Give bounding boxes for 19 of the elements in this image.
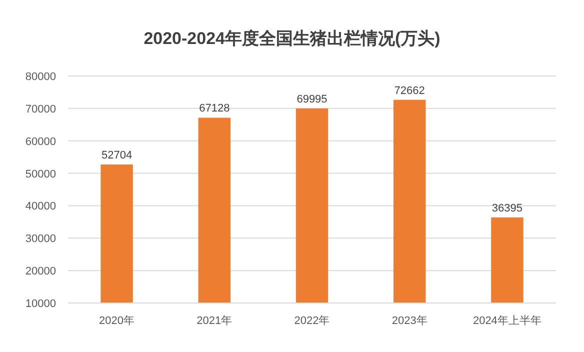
data-label: 52704	[102, 150, 132, 162]
y-tick-label: 70000	[25, 103, 56, 116]
y-tick-label: 20000	[25, 266, 56, 278]
data-label: 69995	[296, 93, 328, 106]
x-tick-label: 2020年	[99, 315, 135, 327]
chart-title: 2020-2024年度全国生猪出栏情况(万头)	[144, 29, 440, 48]
y-tick-label: 60000	[25, 136, 56, 148]
y-tick-label: 50000	[25, 168, 56, 180]
data-label: 72662	[394, 84, 425, 97]
data-label: 67128	[199, 102, 230, 115]
x-tick-label: 2021年	[196, 315, 232, 327]
y-tick-label: 30000	[25, 233, 56, 246]
y-tick-label: 10000	[25, 298, 56, 310]
x-tick-label: 2023年	[392, 315, 428, 327]
data-label: 36395	[492, 202, 522, 214]
x-tick-label: 2024年上半年	[472, 314, 542, 327]
y-tick-label: 40000	[25, 200, 56, 213]
x-tick-label: 2022年	[294, 315, 330, 327]
y-tick-label: 80000	[25, 71, 56, 83]
